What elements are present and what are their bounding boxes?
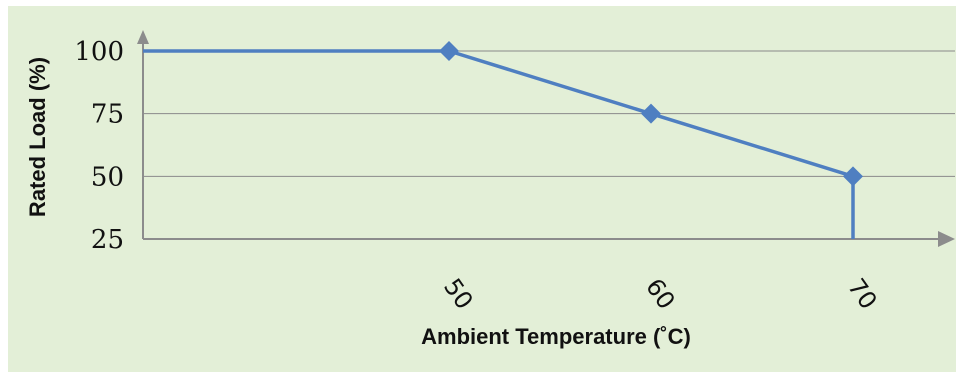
- y-tick-label-75: 75: [91, 100, 124, 130]
- y-axis-label: Rated Load (%): [25, 57, 50, 217]
- x-tick-label-60: 60: [640, 273, 680, 314]
- y-tick-label-50: 50: [91, 162, 124, 192]
- tick-labels: 100 75 50 25 50 60 70: [74, 37, 882, 314]
- data-point-50: [439, 41, 459, 61]
- data-point-70: [843, 166, 863, 187]
- x-axis-arrow-icon: [938, 231, 955, 247]
- axes: [137, 30, 955, 247]
- x-tick-label-50: 50: [438, 273, 478, 314]
- chart-panel: [8, 6, 956, 372]
- y-axis-arrow-icon: [137, 30, 149, 44]
- series-line-0: [143, 49, 855, 239]
- x-tick-label-70: 70: [842, 273, 882, 314]
- x-axis-label: Ambient Temperature (˚C): [421, 324, 691, 349]
- data-series: [143, 41, 863, 239]
- y-tick-label-100: 100: [74, 37, 124, 67]
- grid-lines: [143, 50, 955, 177]
- y-tick-label-25: 25: [91, 225, 124, 255]
- data-point-60: [641, 103, 661, 124]
